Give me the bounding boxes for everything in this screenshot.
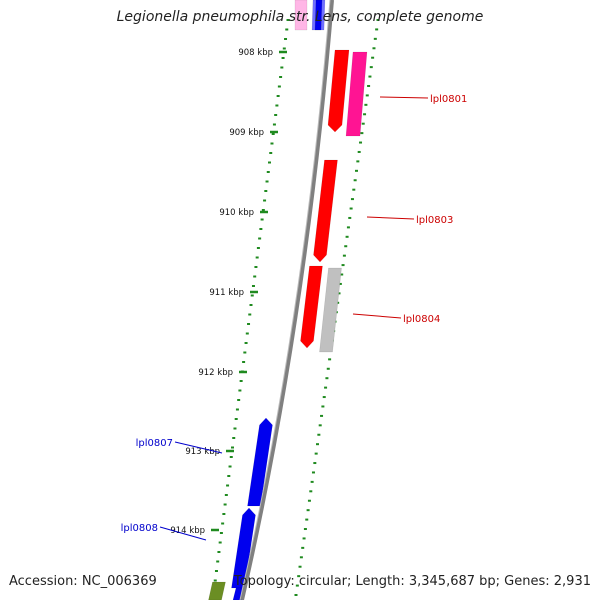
label-leader (352, 313, 402, 319)
gene-label: lpl0804 (403, 314, 440, 325)
genome-backbone (239, 0, 334, 600)
label-leader (366, 216, 415, 220)
gene-label: lpl0801 (430, 94, 467, 105)
label-leader (159, 526, 207, 541)
gene-label: lpl0803 (416, 215, 453, 226)
gene-top-pink (294, 0, 308, 31)
tick-label: 913 kbp (185, 447, 220, 457)
topology-text: Topology: circular; Length: 3,345,687 bp… (233, 574, 591, 589)
accession-text: Accession: NC_006369 (9, 574, 157, 589)
tick-label: 909 kbp (229, 128, 264, 138)
tick-label: 911 kbp (209, 288, 244, 298)
gene-forward (327, 49, 350, 133)
label-leader (379, 96, 429, 99)
genome-title: Legionella pneumophila str. Lens, comple… (116, 9, 484, 25)
gene-label: lpl0808 (121, 523, 158, 534)
gene-olive (208, 581, 226, 600)
backbone-highlight (239, 0, 331, 600)
gene-grey (319, 267, 342, 353)
gene-forward (300, 265, 323, 349)
tick-label: 908 kbp (238, 48, 273, 58)
gene-top-blue (314, 0, 323, 31)
backbone-line (240, 0, 334, 600)
label-leader (174, 441, 223, 454)
tick-label: 910 kbp (219, 208, 254, 218)
gene-features (208, 0, 368, 600)
gene-reverse (231, 507, 256, 589)
gene-magenta (345, 51, 368, 137)
gene-reverse (247, 417, 273, 507)
gene-label: lpl0807 (136, 438, 173, 449)
tick-label: 912 kbp (198, 368, 233, 378)
tick-label: 914 kbp (170, 526, 205, 536)
major-ticks: 908 kbp 909 kbp 910 kbp 911 kbp 912 kbp 913 k… (170, 48, 287, 536)
gene-labels: lpl0801 lpl0803 lpl0804 lpl0807 lpl0808 (121, 94, 467, 541)
gene-forward (313, 159, 338, 263)
